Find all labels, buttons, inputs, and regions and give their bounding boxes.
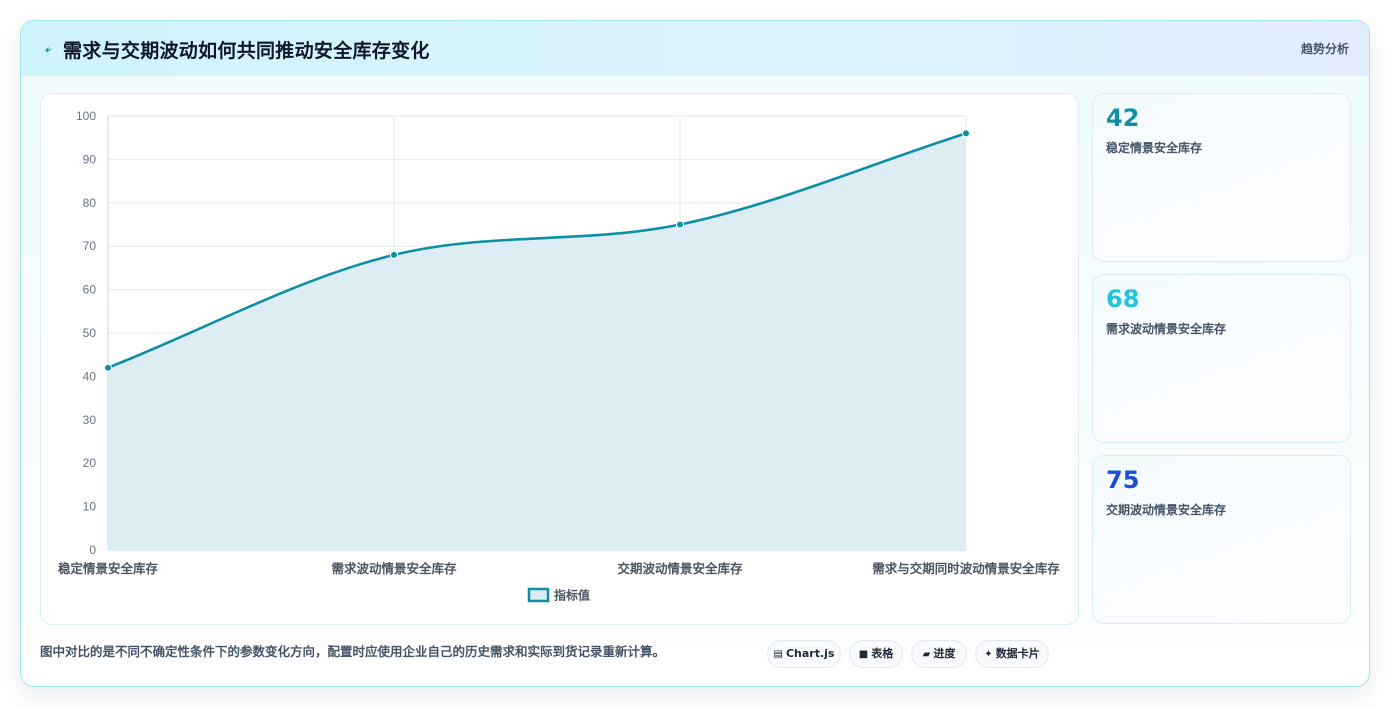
x-tick-label: 交期波动情景安全库存 xyxy=(617,561,743,576)
stat-value: 75 xyxy=(1106,466,1140,494)
y-tick-label: 60 xyxy=(83,283,97,297)
x-tick-label: 稳定情景安全库存 xyxy=(58,561,159,576)
y-tick-label: 90 xyxy=(83,152,97,166)
stat-value: 42 xyxy=(1106,104,1140,132)
series-line xyxy=(107,132,967,369)
stat-card-leadtime: 75 交期波动情景安全库存 xyxy=(1092,455,1351,624)
progress-icon: ▰ xyxy=(922,649,931,660)
table-icon: ■ xyxy=(858,649,869,660)
y-tick-label: 0 xyxy=(89,543,96,557)
y-tick-label: 10 xyxy=(83,500,97,514)
chart-icon: ▤ xyxy=(773,649,783,660)
data-card-button[interactable]: ✦ 数据卡片 xyxy=(975,640,1049,668)
stat-card-stable: 42 稳定情景安全库存 xyxy=(1092,93,1351,262)
x-tick-label: 需求波动情景安全库存 xyxy=(331,561,457,576)
data-point xyxy=(390,250,398,259)
stat-card-demand: 68 需求波动情景安全库存 xyxy=(1092,274,1351,443)
chartjs-button[interactable]: ▤ Chart.js xyxy=(767,640,841,668)
chart-panel: 0 10 20 30 40 50 60 70 80 90 100 稳定情景安全库存 需求波动情景安全库存… xyxy=(40,93,1079,625)
y-tick-label: 70 xyxy=(83,239,97,253)
stat-value: 68 xyxy=(1106,285,1140,313)
y-tick-label: 20 xyxy=(83,456,97,470)
x-tick-label: 需求与交期同时波动情景安全库存 xyxy=(872,561,1060,576)
progress-button[interactable]: ▰ 进度 xyxy=(911,640,967,668)
lightning-icon xyxy=(44,47,53,53)
line-chart: 0 10 20 30 40 50 60 70 80 90 100 稳定情景安全库存 需求波动情景安全库存… xyxy=(58,109,1060,603)
pill-label: 数据卡片 xyxy=(995,647,1040,660)
footer-note: 图中对比的是不同不确定性条件下的参数变化方向，配置时应使用企业自己的历史需求和实… xyxy=(40,644,666,659)
area-fill xyxy=(108,133,966,551)
y-tick-label: 30 xyxy=(83,413,97,427)
card-header: 需求与交期波动如何共同推动安全库存变化 趋势分析 xyxy=(21,21,1369,76)
stat-label: 稳定情景安全库存 xyxy=(1106,141,1203,155)
sparkle-icon: ✦ xyxy=(984,649,993,660)
y-tick-label: 50 xyxy=(83,326,97,340)
trend-tag: 趋势分析 xyxy=(1300,42,1349,56)
dashboard-card: 需求与交期波动如何共同推动安全库存变化 趋势分析 0 10 20 30 40 50 60 70… xyxy=(20,20,1370,687)
pill-label: 表格 xyxy=(871,647,894,660)
page-title: 需求与交期波动如何共同推动安全库存变化 xyxy=(63,40,430,62)
legend-swatch xyxy=(527,587,550,603)
pill-label: Chart.js xyxy=(785,647,835,660)
stat-label: 交期波动情景安全库存 xyxy=(1106,503,1227,517)
data-point xyxy=(104,363,112,372)
card-body: 0 10 20 30 40 50 60 70 80 90 100 稳定情景安全库存 需求波动情景安全库存… xyxy=(21,76,1369,686)
y-tick-label: 40 xyxy=(83,369,97,383)
data-point xyxy=(962,129,970,138)
data-point xyxy=(676,220,684,229)
pill-label: 进度 xyxy=(933,647,956,660)
legend-label: 指标值 xyxy=(554,588,590,603)
y-tick-label: 80 xyxy=(83,196,97,210)
y-tick-label: 100 xyxy=(76,109,96,123)
stat-label: 需求波动情景安全库存 xyxy=(1106,322,1227,336)
table-button[interactable]: ■ 表格 xyxy=(849,640,903,668)
